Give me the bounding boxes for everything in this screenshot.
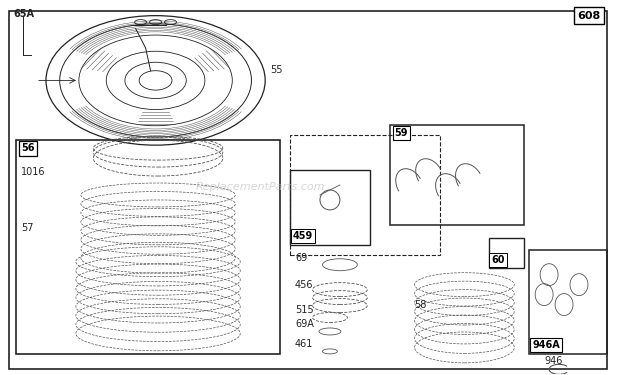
Bar xyxy=(16,140,280,354)
Text: 461: 461 xyxy=(295,339,314,350)
Text: 946: 946 xyxy=(544,356,562,366)
Text: 55: 55 xyxy=(270,65,283,75)
Text: 456: 456 xyxy=(295,280,314,290)
Text: 58: 58 xyxy=(415,300,427,310)
Bar xyxy=(489,238,524,268)
Bar xyxy=(390,125,524,225)
Bar xyxy=(290,135,440,255)
Text: 608: 608 xyxy=(577,10,601,21)
Text: 69A: 69A xyxy=(295,320,314,330)
Text: ReplacementParts.com: ReplacementParts.com xyxy=(196,183,326,192)
Bar xyxy=(529,250,607,354)
Text: 59: 59 xyxy=(395,128,408,138)
Text: 56: 56 xyxy=(21,143,35,153)
Text: 515: 515 xyxy=(295,304,314,315)
Text: 946A: 946A xyxy=(532,340,560,350)
Text: 65A: 65A xyxy=(13,9,34,19)
Text: 1016: 1016 xyxy=(21,167,46,177)
Text: 60: 60 xyxy=(491,255,505,265)
Bar xyxy=(290,170,370,245)
Text: 69: 69 xyxy=(295,253,308,263)
Text: 459: 459 xyxy=(293,231,313,241)
Text: 57: 57 xyxy=(21,223,33,233)
